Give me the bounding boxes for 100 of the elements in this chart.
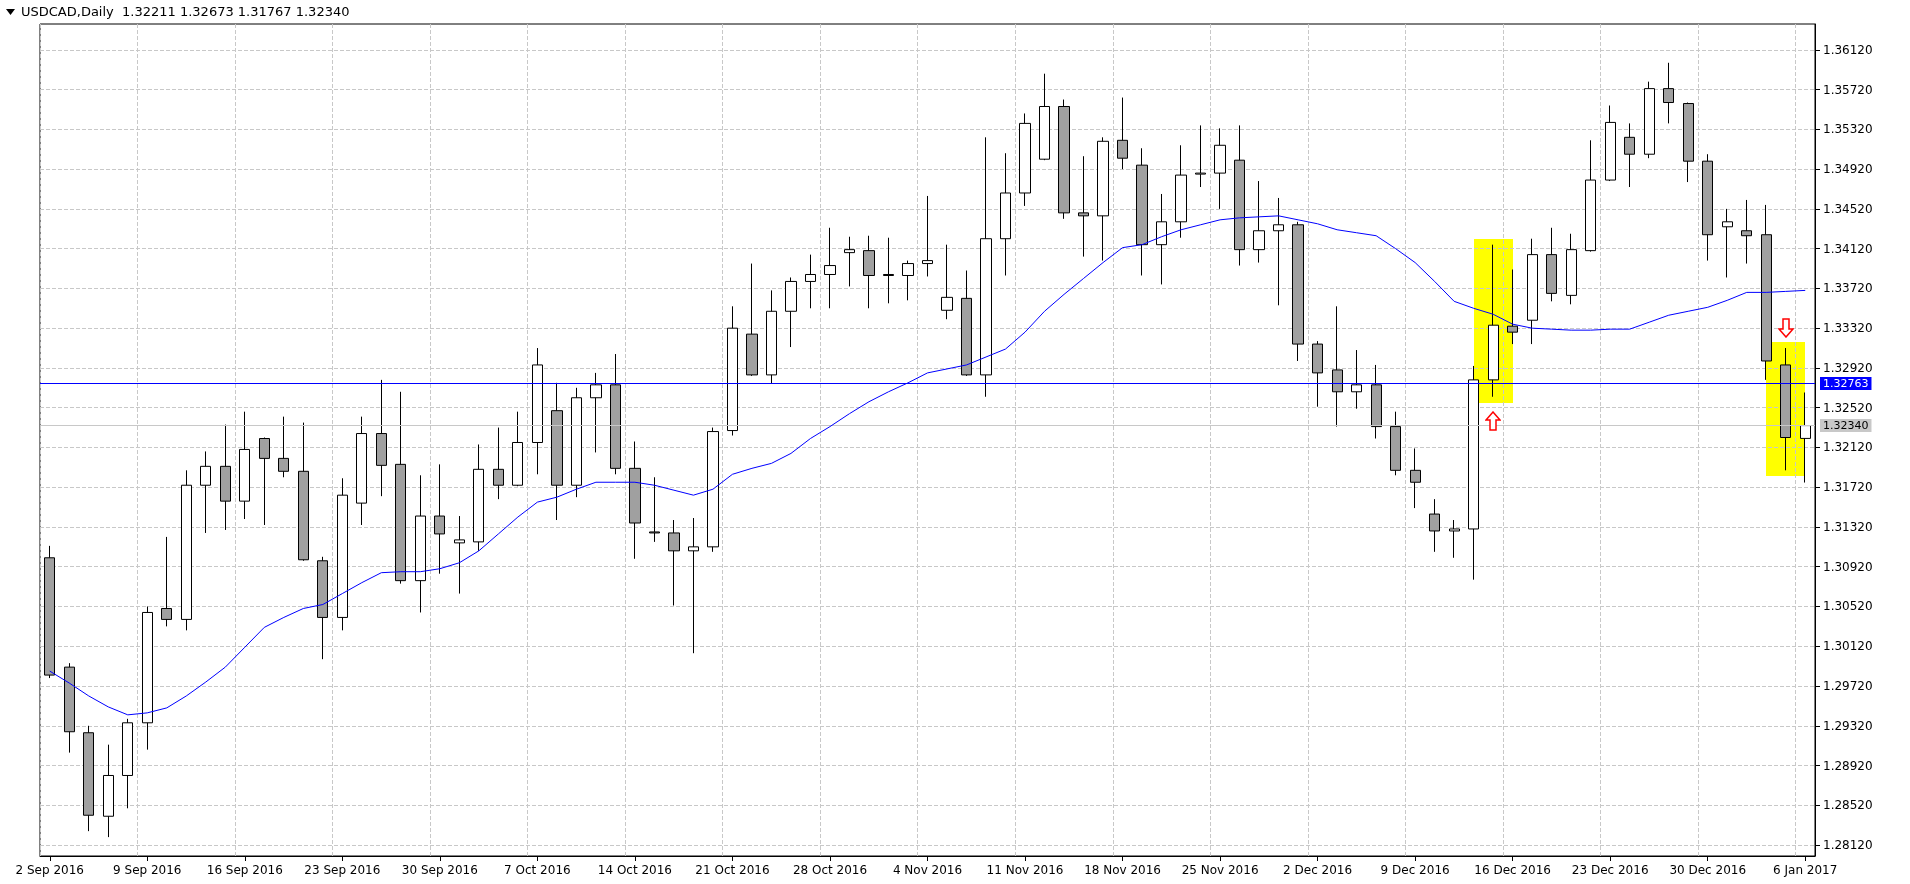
x-tick-label: 16 Sep 2016 xyxy=(206,863,283,877)
candlestick xyxy=(1585,139,1596,253)
x-tick-label: 11 Nov 2016 xyxy=(986,863,1064,877)
candlestick xyxy=(629,440,641,560)
candlestick xyxy=(1371,364,1382,440)
y-tick-label: 1.30120 xyxy=(1823,639,1873,654)
x-tick-label: 30 Dec 2016 xyxy=(1669,863,1747,877)
x-tick-label: 21 Oct 2016 xyxy=(695,863,770,877)
y-tick-label: 1.31320 xyxy=(1823,519,1873,534)
candlestick xyxy=(493,427,504,500)
candlestick xyxy=(1000,152,1011,276)
candlestick xyxy=(356,416,367,526)
candlestick xyxy=(1566,233,1577,305)
y-tick-label: 1.30520 xyxy=(1823,599,1873,614)
candlestick xyxy=(395,391,406,585)
candlestick xyxy=(1429,498,1440,553)
candlestick xyxy=(1097,136,1109,262)
candlestick xyxy=(1488,244,1499,398)
candlestick xyxy=(1039,73,1050,161)
candlestick xyxy=(1195,124,1206,188)
candlestick xyxy=(1332,305,1343,428)
candlestick xyxy=(649,476,660,543)
candlestick xyxy=(161,536,172,627)
candlestick xyxy=(824,227,836,309)
candlestick xyxy=(766,289,777,385)
candlestick xyxy=(122,718,133,809)
candlestick xyxy=(980,136,992,398)
x-tick-label: 23 Dec 2016 xyxy=(1571,863,1649,877)
candlestick xyxy=(1644,81,1655,159)
y-tick-label: 1.29320 xyxy=(1823,718,1873,733)
x-tick-label: 6 Jan 2017 xyxy=(1773,863,1838,877)
candlestick xyxy=(473,443,484,552)
candlestick xyxy=(610,353,621,475)
y-tick-label: 1.30920 xyxy=(1823,559,1873,574)
candlestick xyxy=(941,244,953,320)
candlestick xyxy=(707,427,719,553)
candlestick xyxy=(922,195,933,277)
candlestick xyxy=(1117,97,1128,170)
x-tick-label: 25 Nov 2016 xyxy=(1181,863,1259,877)
candlestick xyxy=(1312,340,1323,408)
candlestick xyxy=(1624,122,1635,188)
candlestick xyxy=(220,424,231,531)
candlestick xyxy=(1019,112,1031,207)
y-tick-label: 1.28920 xyxy=(1823,758,1873,773)
candlestick xyxy=(1136,147,1148,276)
candlestick xyxy=(551,382,563,521)
candlestick xyxy=(668,519,680,607)
candlestick xyxy=(1234,124,1245,267)
x-tick-label: 30 Sep 2016 xyxy=(401,863,478,877)
candlestick xyxy=(863,235,875,309)
y-tick-label: 1.32920 xyxy=(1823,360,1873,375)
y-tick-label: 1.32120 xyxy=(1823,440,1873,455)
y-tick-label: 1.35320 xyxy=(1823,122,1873,137)
candlestick xyxy=(1156,193,1167,285)
x-tick-label: 16 Dec 2016 xyxy=(1474,863,1551,877)
y-tick-label: 1.36120 xyxy=(1823,42,1873,57)
candlestick xyxy=(239,411,250,520)
x-tick-label: 28 Oct 2016 xyxy=(792,863,868,877)
candlestick xyxy=(1527,238,1538,345)
candlestick xyxy=(83,725,94,832)
candlestick xyxy=(454,515,465,595)
candlestick xyxy=(259,437,270,526)
x-tick-label: 9 Dec 2016 xyxy=(1380,863,1450,877)
candlestick xyxy=(1683,102,1694,183)
chart-title: USDCAD,Daily 1.32211 1.32673 1.31767 1.32340 xyxy=(21,4,350,19)
candlestick xyxy=(181,469,192,631)
candlestick xyxy=(278,416,289,478)
candlestick xyxy=(1253,180,1265,264)
candlestick xyxy=(434,463,445,575)
candlestick xyxy=(532,347,543,475)
candlestick xyxy=(1390,411,1401,476)
y-tick-label: 1.34920 xyxy=(1823,162,1873,177)
y-tick-label: 1.28120 xyxy=(1823,838,1873,853)
candlestick xyxy=(1741,199,1752,265)
candlestick xyxy=(961,270,972,377)
y-tick-label: 1.32520 xyxy=(1823,400,1873,415)
candlestick xyxy=(1800,391,1811,484)
candlestick xyxy=(1351,349,1362,410)
candlestick xyxy=(200,450,211,534)
candlestick xyxy=(785,276,797,348)
y-tick-label: 1.29720 xyxy=(1823,679,1873,694)
x-tick-label: 7 Oct 2016 xyxy=(504,863,571,877)
candlestick xyxy=(1410,447,1421,509)
candlestick xyxy=(1214,127,1226,210)
y-tick-label: 1.34520 xyxy=(1823,201,1873,216)
y-tick-label: 1.28520 xyxy=(1823,798,1873,813)
candlestick xyxy=(1663,62,1674,124)
ref-line-label: 1.32763 xyxy=(1823,377,1869,391)
candlestick xyxy=(1175,144,1187,239)
candlestick xyxy=(1722,208,1733,278)
x-tick-label: 4 Nov 2016 xyxy=(892,863,963,877)
candlestick xyxy=(1507,269,1518,345)
candlestick xyxy=(1058,99,1070,220)
candlestick xyxy=(844,236,855,287)
y-tick-label: 1.34120 xyxy=(1823,241,1873,256)
x-tick-label: 2 Dec 2016 xyxy=(1283,863,1353,877)
x-tick-label: 9 Sep 2016 xyxy=(113,863,182,877)
candlestick xyxy=(1605,105,1616,182)
x-tick-label: 18 Nov 2016 xyxy=(1084,863,1161,877)
y-tick-label: 1.33720 xyxy=(1823,281,1873,296)
